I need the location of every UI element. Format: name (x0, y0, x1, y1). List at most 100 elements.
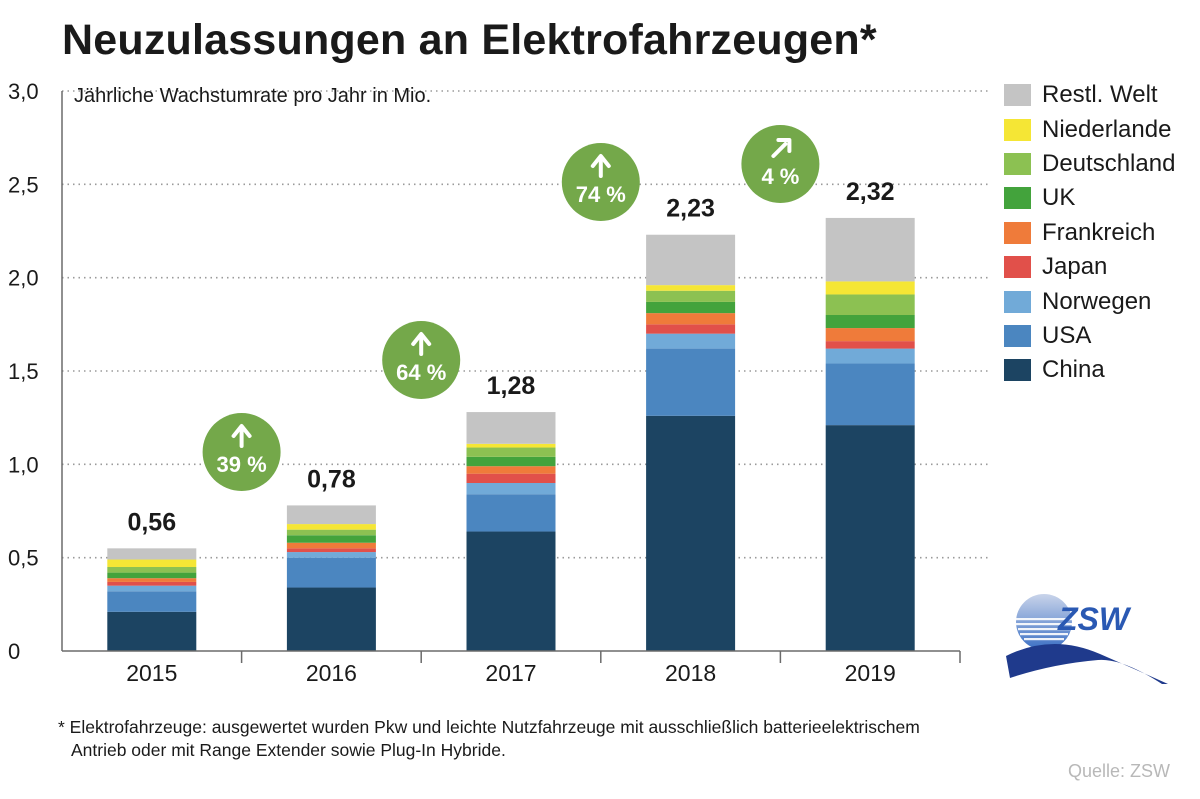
legend-label: Niederlande (1042, 115, 1172, 143)
arrow-up-right-icon (771, 138, 792, 158)
y-tick-label: 2,5 (8, 172, 39, 197)
bar-segment-restl-welt (646, 234, 736, 286)
bar-segment-china (646, 415, 736, 651)
bar-segment-frankreich (107, 578, 197, 582)
bar-segment-japan (646, 324, 736, 334)
x-tick-label: 2015 (126, 660, 177, 686)
legend-item: Frankreich (1004, 216, 1175, 250)
y-tick-label: 1,0 (8, 452, 39, 477)
legend-swatch (1004, 359, 1031, 382)
growth-badge: 39 % (202, 413, 281, 491)
legend-label: UK (1042, 184, 1076, 212)
bar-segment-china (466, 531, 556, 651)
bar-segment-uk (646, 301, 736, 314)
bar-segment-restl-welt (286, 505, 376, 525)
bar-segment-norwegen (466, 483, 556, 495)
growth-badge-label: 74 % (576, 182, 626, 207)
legend-item: Deutschland (1004, 147, 1175, 181)
bar-segment-deutschland (825, 294, 915, 315)
y-axis-label: Jährliche Wachstumrate pro Jahr in Mio. (74, 85, 431, 107)
bar-segment-restl-welt (107, 548, 197, 560)
bar-segment-niederlande (466, 443, 556, 448)
legend-item: Japan (1004, 250, 1175, 284)
legend-item: Norwegen (1004, 284, 1175, 318)
bar-segment-deutschland (286, 529, 376, 536)
bar-segment-frankreich (825, 328, 915, 342)
bar-segment-norwegen (646, 333, 736, 349)
legend-label: Deutschland (1042, 149, 1176, 177)
legend-swatch (1004, 118, 1031, 141)
source-note: Quelle: ZSW (1067, 761, 1170, 781)
arrow-up-icon (411, 332, 432, 356)
legend: Restl. Welt Niederlande Deutschland UK Frank… (1004, 78, 1175, 388)
bar-segment-china (286, 587, 376, 651)
zsw-logo: ZSW (1006, 594, 1168, 684)
legend-swatch (1004, 256, 1031, 279)
bar-segment-china (825, 425, 915, 651)
legend-swatch (1004, 221, 1031, 244)
legend-swatch (1004, 152, 1031, 175)
legend-item: Niederlande (1004, 112, 1175, 146)
y-tick-label: 0 (8, 639, 20, 664)
legend-item: Restl. Welt (1004, 78, 1175, 112)
total-label: 2,32 (846, 178, 895, 206)
x-tick-label: 2017 (485, 660, 536, 686)
bar-segment-japan (286, 548, 376, 553)
x-tick-label: 2019 (845, 660, 896, 686)
legend-swatch (1004, 84, 1031, 107)
bar-segment-usa (825, 363, 915, 426)
bar-segment-deutschland (107, 567, 197, 573)
bar-segment-japan (825, 341, 915, 349)
legend-item: UK (1004, 181, 1175, 215)
total-label: 0,56 (127, 508, 176, 536)
growth-badge-label: 4 % (761, 164, 799, 189)
bar-segment-japan (107, 581, 197, 586)
bar-segment-deutschland (466, 447, 556, 457)
bar-segment-uk (107, 572, 197, 579)
bar-segment-uk (286, 535, 376, 543)
total-labels: 0,56 0,78 1,28 2,23 2,32 (127, 178, 894, 536)
bar-segment-usa (286, 557, 376, 588)
bar-segment-restl-welt (466, 412, 556, 444)
legend-label: Restl. Welt (1042, 81, 1158, 109)
chart-title: Neuzulassungen an Elektrofahrzeugen* (62, 16, 877, 64)
y-tick-label: 0,5 (8, 546, 39, 571)
x-tick-label: 2018 (665, 660, 716, 686)
growth-badge: 64 % (382, 321, 461, 399)
bar-segment-frankreich (286, 542, 376, 549)
x-axis: 2015 2016 2017 2018 2019 (62, 650, 961, 686)
legend-label: Norwegen (1042, 287, 1152, 315)
arrow-up-icon (590, 154, 611, 178)
total-label: 2,23 (666, 195, 715, 223)
legend-item: China (1004, 353, 1175, 387)
y-tick-label: 2,0 (8, 266, 39, 291)
growth-badges: 39 % 64 % 74 % 4 % (202, 125, 820, 491)
legend-label: Japan (1042, 253, 1108, 281)
total-label: 1,28 (487, 372, 536, 400)
bar-segment-restl-welt (825, 217, 915, 282)
bar-segment-deutschland (646, 290, 736, 302)
bar-segment-uk (825, 315, 915, 329)
bar-segment-niederlande (646, 285, 736, 291)
growth-badge: 4 % (741, 125, 820, 203)
bar-series (107, 217, 915, 651)
legend-label: China (1042, 356, 1105, 384)
bar-segment-usa (646, 348, 736, 416)
y-axis: 0 0,5 1,0 1,5 2,0 2,5 3,0 (8, 79, 63, 664)
bar-segment-frankreich (646, 313, 736, 325)
bar-segment-frankreich (466, 466, 556, 474)
bar-segment-japan (466, 473, 556, 483)
bar-segment-uk (466, 456, 556, 467)
y-tick-label: 3,0 (8, 79, 39, 104)
bar-segment-norwegen (825, 348, 915, 364)
legend-swatch (1004, 324, 1031, 347)
bar-segment-niederlande (286, 524, 376, 530)
legend-item: USA (1004, 319, 1175, 353)
y-tick-label: 1,5 (8, 359, 39, 384)
legend-label: Frankreich (1042, 218, 1156, 246)
growth-badge: 74 % (561, 143, 640, 221)
bar-segment-niederlande (107, 559, 197, 567)
arrow-up-icon (231, 424, 252, 448)
total-label: 0,78 (307, 465, 356, 493)
footnote: * Elektrofahrzeuge: ausgewertet wurden P… (58, 716, 920, 762)
